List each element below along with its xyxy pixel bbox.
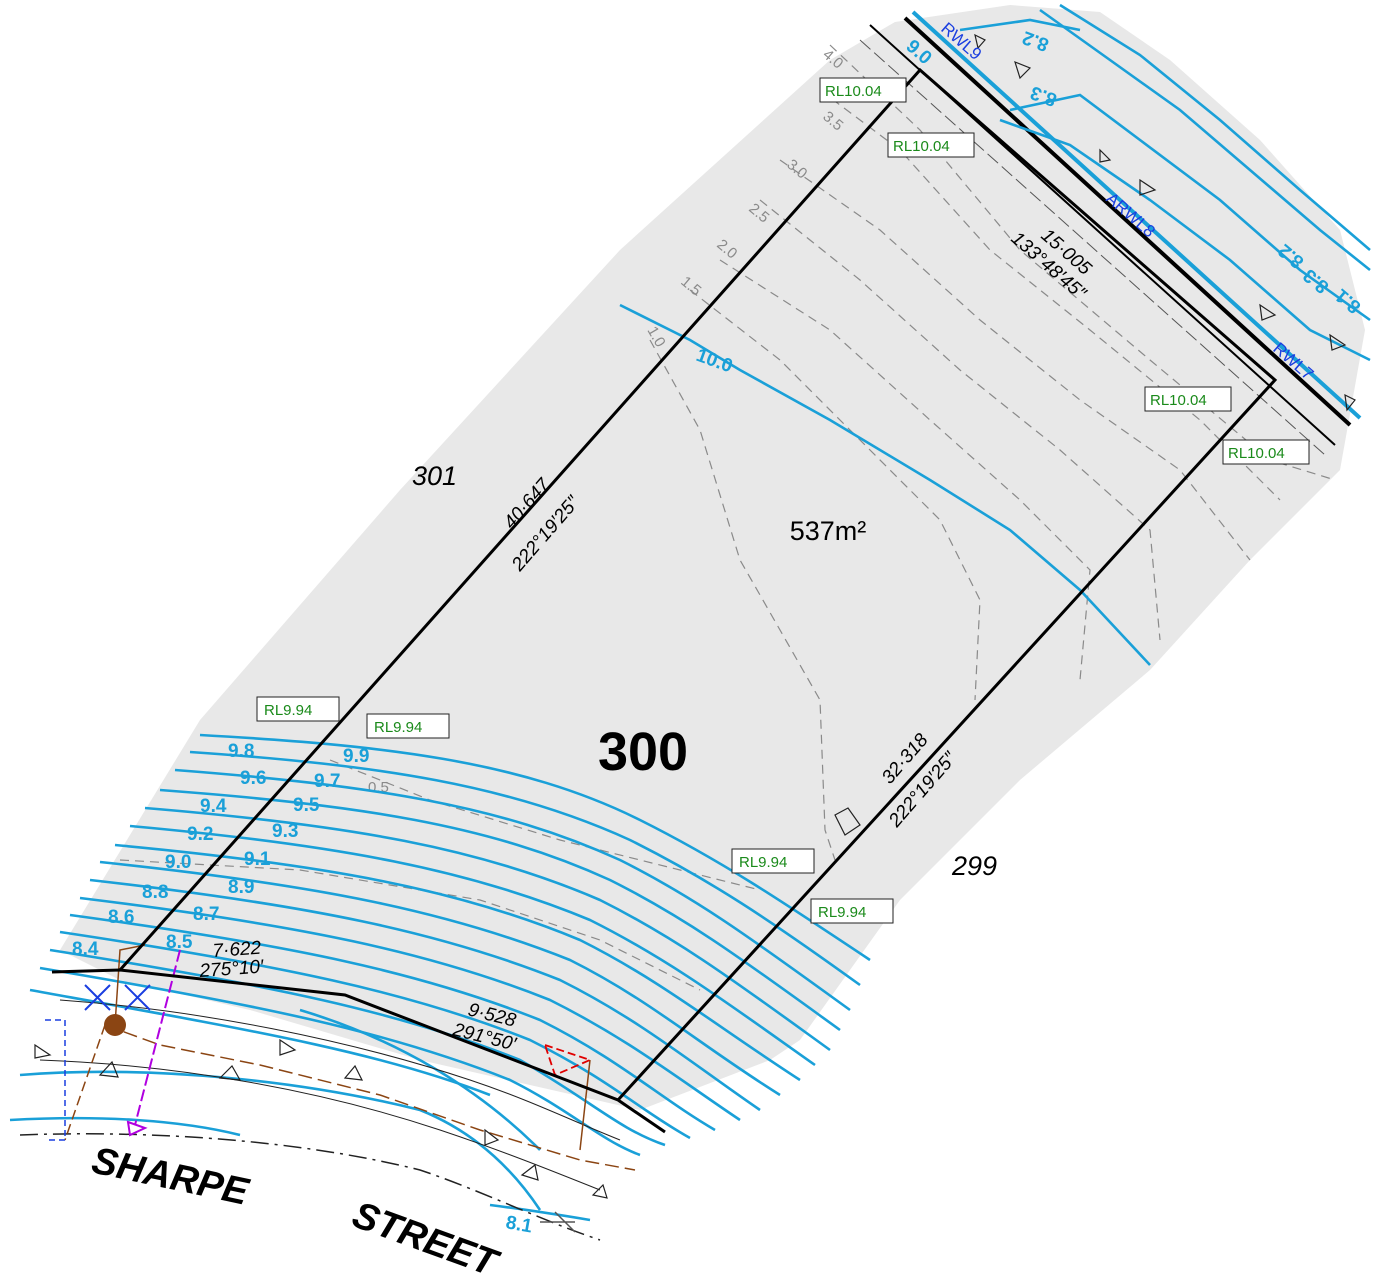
lot-area: 537m² <box>790 516 867 546</box>
street-lines <box>19 944 636 1241</box>
svg-text:RL10.04: RL10.04 <box>1228 445 1285 462</box>
hydrant-icon <box>540 1211 576 1233</box>
survey-area <box>60 5 1365 1110</box>
contours-upper <box>619 3 1371 666</box>
svg-text:RL10.04: RL10.04 <box>893 138 950 155</box>
rl-label-6: RL9.94 <box>366 713 450 739</box>
street-name-word-2: STREET <box>347 1194 505 1285</box>
contour-label-8-6: 8.6 <box>108 907 134 928</box>
contour-label-9-1: 9.1 <box>244 849 271 870</box>
neighbour-lot-left: 301 <box>412 461 457 491</box>
contour-label-8-7: 8.7 <box>193 904 219 925</box>
rl-label-5: RL9.94 <box>256 696 340 722</box>
spot-levels <box>34 33 1356 1199</box>
rl-label-2: RL10.04 <box>887 132 975 158</box>
front-boundary-1-bearing: 275°10′ <box>198 956 266 982</box>
street-name-word-1: SHARPE <box>88 1140 253 1214</box>
light-pole-icon-1 <box>84 984 111 1011</box>
contour-label-8-4: 8.4 <box>72 939 99 960</box>
contour-labels: 10.0 9.9 9.8 9.7 9.6 9.5 9.4 9.3 9.2 9.1… <box>72 26 1365 1237</box>
contour-label-8-8: 8.8 <box>142 882 168 903</box>
gully-pit-icon <box>126 1120 148 1137</box>
svg-text:RL10.04: RL10.04 <box>1150 392 1207 409</box>
svg-text:RL10.04: RL10.04 <box>825 83 882 100</box>
contours-lower <box>9 733 871 1222</box>
front-boundary-1-length: 7·622 <box>212 938 262 962</box>
contour-label-8-9: 8.9 <box>228 877 254 898</box>
rl-label-1: RL10.04 <box>819 77 907 103</box>
svg-text:RL9.94: RL9.94 <box>818 904 866 921</box>
fall-arrow-icon <box>834 807 861 836</box>
light-pole-icon-2 <box>124 984 151 1011</box>
contour-label-9-0: 9.0 <box>165 852 191 873</box>
rl-label-8: RL9.94 <box>810 898 894 924</box>
contour-label-8-5: 8.5 <box>166 932 193 953</box>
contour-label-9-2: 9.2 <box>187 824 213 845</box>
contour-label-9-9: 9.9 <box>343 746 369 767</box>
neighbour-lot-right: 299 <box>951 851 997 881</box>
contour-label-9-8: 9.8 <box>228 741 254 762</box>
contour-label-9-6: 9.6 <box>240 768 266 789</box>
contour-label-9-4: 9.4 <box>200 796 227 817</box>
rl-label-7: RL9.94 <box>731 848 815 874</box>
contour-label-9-5: 9.5 <box>293 795 320 816</box>
svg-text:RL9.94: RL9.94 <box>264 702 312 719</box>
lot-boundary <box>51 67 1278 1134</box>
contour-label-8-1: 8.1 <box>504 1212 534 1237</box>
rl-label-4: RL10.04 <box>1222 439 1310 465</box>
lot-number: 300 <box>598 722 688 782</box>
contour-label-9-3: 9.3 <box>272 821 298 842</box>
contour-label-9-7: 9.7 <box>314 771 340 792</box>
svg-text:RL9.94: RL9.94 <box>739 854 787 871</box>
svg-text:RL9.94: RL9.94 <box>374 719 422 736</box>
rl-label-3: RL10.04 <box>1144 386 1232 412</box>
sewer-manhole-icon <box>104 1014 126 1036</box>
